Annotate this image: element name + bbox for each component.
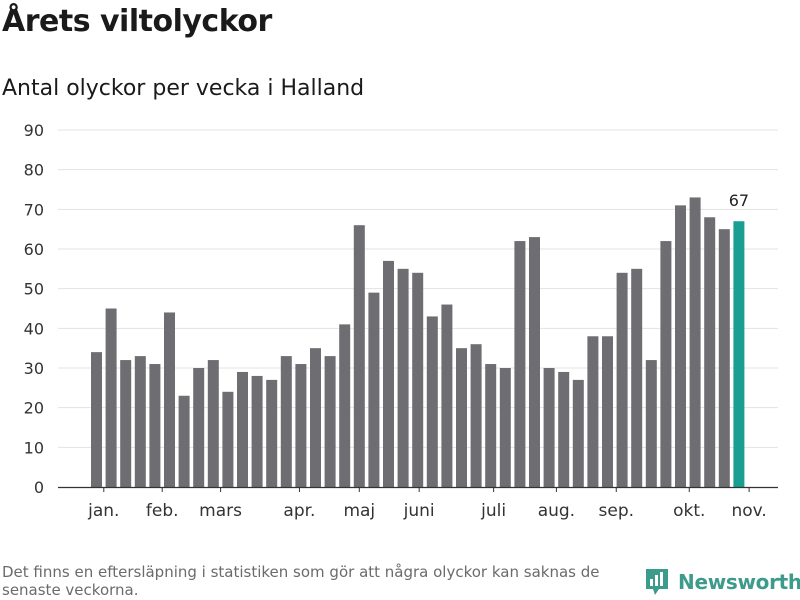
x-tick-label: nov. <box>731 501 766 521</box>
chart-subtitle: Antal olyckor per vecka i Halland <box>2 76 365 101</box>
bar <box>178 395 190 487</box>
bar <box>310 348 321 487</box>
bar <box>441 304 453 487</box>
brand-name: Newsworthy <box>678 570 800 594</box>
bar <box>149 364 161 487</box>
bar <box>397 268 409 487</box>
y-tick-label: 80 <box>24 161 44 180</box>
y-tick-label: 20 <box>24 399 44 418</box>
bar <box>587 336 599 487</box>
x-tick-label: okt. <box>673 501 705 521</box>
bar <box>689 197 701 487</box>
bar <box>339 324 351 487</box>
bar <box>456 348 467 487</box>
bar <box>514 241 526 487</box>
bar <box>602 336 613 487</box>
bar <box>324 356 336 487</box>
y-tick-label: 30 <box>24 359 44 378</box>
bar <box>558 371 570 487</box>
bar <box>572 379 584 487</box>
bar <box>631 268 643 487</box>
x-tick-label: juli <box>480 501 506 521</box>
bars <box>91 197 745 487</box>
bar <box>499 368 511 487</box>
bar <box>237 371 248 487</box>
bar <box>645 360 657 487</box>
bar <box>251 375 263 487</box>
bar <box>368 292 380 487</box>
bar <box>470 344 482 487</box>
bar <box>675 205 686 487</box>
bar <box>426 316 438 487</box>
bar <box>543 368 555 487</box>
bar <box>718 229 730 487</box>
bar <box>616 272 628 487</box>
bar <box>280 356 292 487</box>
y-tick-label: 70 <box>24 200 44 219</box>
y-axis-ticks: 0 10 20 30 40 50 60 70 80 90 <box>24 121 44 497</box>
chart-title: Årets viltolyckor <box>2 4 272 39</box>
bar <box>105 308 117 487</box>
bar <box>193 368 205 487</box>
annotations: 67 <box>729 191 749 210</box>
bar-latest-week <box>733 221 745 487</box>
bar <box>295 364 307 487</box>
bar <box>485 364 497 487</box>
bar <box>412 272 424 487</box>
y-tick-label: 60 <box>24 240 44 259</box>
x-tick-label: sep. <box>599 501 635 521</box>
bar <box>222 391 234 487</box>
bar <box>91 352 102 487</box>
x-tick-label: maj <box>343 501 375 521</box>
bar <box>266 379 278 487</box>
y-tick-label: 90 <box>24 121 44 140</box>
bar <box>660 241 672 487</box>
bar <box>134 356 146 487</box>
data-label-latest: 67 <box>729 191 749 210</box>
bar <box>120 360 132 487</box>
bar <box>529 237 540 487</box>
bar <box>353 225 365 487</box>
brand: Newsworthy <box>644 567 800 597</box>
y-tick-label: 0 <box>34 478 44 497</box>
y-tick-label: 50 <box>24 280 44 299</box>
x-axis-ticks: jan. feb. mars apr. maj juni juli aug. sep. okt. n… <box>87 487 767 521</box>
x-tick-label: feb. <box>146 501 179 521</box>
y-tick-label: 40 <box>24 319 44 338</box>
x-tick-label: apr. <box>283 501 315 521</box>
x-tick-label: aug. <box>538 501 575 521</box>
x-tick-label: mars <box>199 501 242 521</box>
bar <box>207 360 219 487</box>
bar <box>704 217 716 487</box>
footnote: Det finns en eftersläpning i statistiken… <box>2 563 600 599</box>
x-tick-label: juni <box>403 501 435 521</box>
bar <box>383 260 394 487</box>
y-tick-label: 10 <box>24 438 44 457</box>
bar-chart-logo-icon <box>646 569 668 595</box>
x-tick-label: jan. <box>87 501 119 521</box>
bar <box>164 312 175 487</box>
